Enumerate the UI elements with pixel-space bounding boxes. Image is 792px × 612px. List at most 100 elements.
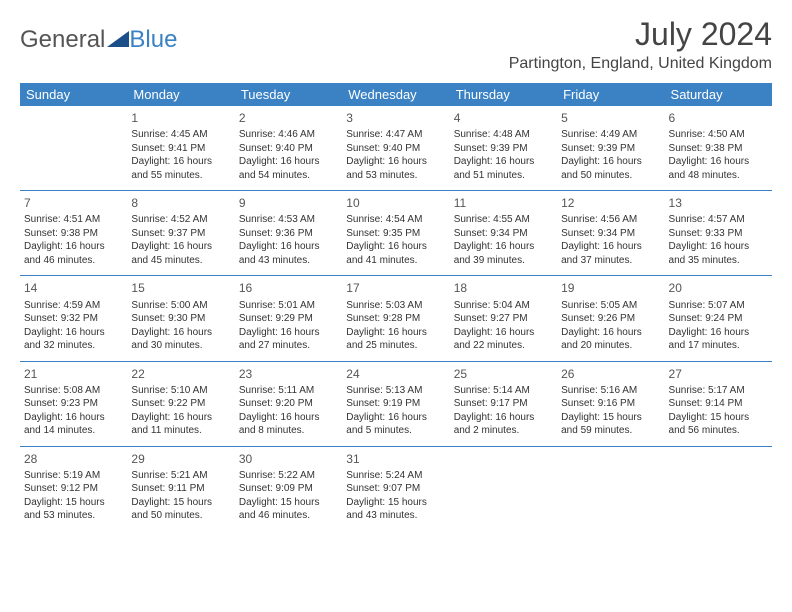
day-info-line: Sunset: 9:09 PM [239,482,338,496]
calendar-day-cell: 17Sunrise: 5:03 AMSunset: 9:28 PMDayligh… [342,276,449,361]
day-number: 10 [346,195,445,211]
calendar-day-cell: 1Sunrise: 4:45 AMSunset: 9:41 PMDaylight… [127,106,234,191]
calendar-day-cell: 19Sunrise: 5:05 AMSunset: 9:26 PMDayligh… [557,276,664,361]
day-info-line: Daylight: 16 hours [346,411,445,425]
day-info-line: and 51 minutes. [454,169,553,183]
calendar-table: Sunday Monday Tuesday Wednesday Thursday… [20,83,772,531]
day-number: 17 [346,280,445,296]
weekday-header: Friday [557,83,664,106]
day-info-line: Sunrise: 5:00 AM [131,299,230,313]
day-info-line: Sunset: 9:14 PM [669,397,768,411]
day-info-line: and 37 minutes. [561,254,660,268]
day-info-line: Sunset: 9:29 PM [239,312,338,326]
day-info-line: Daylight: 16 hours [454,155,553,169]
logo-triangle-icon [107,31,129,49]
day-number: 22 [131,366,230,382]
day-number: 2 [239,110,338,126]
day-info-line: Daylight: 16 hours [346,326,445,340]
day-number: 31 [346,451,445,467]
day-info-line: Sunset: 9:35 PM [346,227,445,241]
day-info-line: Sunset: 9:38 PM [24,227,123,241]
day-info-line: Sunrise: 4:45 AM [131,128,230,142]
day-info-line: and 45 minutes. [131,254,230,268]
day-number: 30 [239,451,338,467]
day-info-line: Sunrise: 4:47 AM [346,128,445,142]
day-info-line: Sunset: 9:32 PM [24,312,123,326]
day-info-line: Daylight: 16 hours [454,411,553,425]
day-info-line: Daylight: 16 hours [669,155,768,169]
calendar-day-cell: 14Sunrise: 4:59 AMSunset: 9:32 PMDayligh… [20,276,127,361]
weekday-header: Sunday [20,83,127,106]
calendar-day-cell: 12Sunrise: 4:56 AMSunset: 9:34 PMDayligh… [557,191,664,276]
day-info-line: Daylight: 16 hours [131,326,230,340]
day-number: 14 [24,280,123,296]
day-info-line: Daylight: 15 hours [131,496,230,510]
day-number: 23 [239,366,338,382]
calendar-day-cell: 31Sunrise: 5:24 AMSunset: 9:07 PMDayligh… [342,447,449,531]
day-info-line: Sunrise: 5:17 AM [669,384,768,398]
day-info-line: and 5 minutes. [346,424,445,438]
calendar-day-cell: 16Sunrise: 5:01 AMSunset: 9:29 PMDayligh… [235,276,342,361]
day-info-line: Sunrise: 5:21 AM [131,469,230,483]
day-info-line: and 35 minutes. [669,254,768,268]
day-number: 1 [131,110,230,126]
day-info-line: Sunrise: 5:24 AM [346,469,445,483]
calendar-day-cell: 5Sunrise: 4:49 AMSunset: 9:39 PMDaylight… [557,106,664,191]
day-info-line: Sunrise: 4:53 AM [239,213,338,227]
day-info-line: Daylight: 16 hours [24,411,123,425]
day-info-line: and 32 minutes. [24,339,123,353]
day-info-line: Sunrise: 5:11 AM [239,384,338,398]
calendar-day-cell: 22Sunrise: 5:10 AMSunset: 9:22 PMDayligh… [127,362,234,447]
day-info-line: Sunrise: 5:10 AM [131,384,230,398]
calendar-week-row: 21Sunrise: 5:08 AMSunset: 9:23 PMDayligh… [20,362,772,447]
day-info-line: Daylight: 15 hours [346,496,445,510]
day-info-line: and 53 minutes. [24,509,123,523]
day-info-line: Sunrise: 5:16 AM [561,384,660,398]
day-info-line: Sunset: 9:40 PM [346,142,445,156]
day-info-line: Sunrise: 4:56 AM [561,213,660,227]
day-number: 19 [561,280,660,296]
day-info-line: Daylight: 15 hours [669,411,768,425]
calendar-day-cell: 29Sunrise: 5:21 AMSunset: 9:11 PMDayligh… [127,447,234,531]
calendar-day-cell: 28Sunrise: 5:19 AMSunset: 9:12 PMDayligh… [20,447,127,531]
day-info-line: Daylight: 16 hours [131,240,230,254]
day-info-line: and 14 minutes. [24,424,123,438]
day-number: 27 [669,366,768,382]
day-info-line: Daylight: 16 hours [346,155,445,169]
day-info-line: Sunrise: 5:03 AM [346,299,445,313]
day-number: 20 [669,280,768,296]
calendar-day-cell: 11Sunrise: 4:55 AMSunset: 9:34 PMDayligh… [450,191,557,276]
header: General Blue July 2024 Partington, Engla… [20,16,772,73]
day-info-line: Sunrise: 5:01 AM [239,299,338,313]
day-info-line: Sunrise: 5:19 AM [24,469,123,483]
day-info-line: Sunset: 9:12 PM [24,482,123,496]
day-info-line: Sunset: 9:24 PM [669,312,768,326]
day-info-line: and 48 minutes. [669,169,768,183]
day-info-line: Sunset: 9:38 PM [669,142,768,156]
calendar-day-cell [557,447,664,531]
day-info-line: Daylight: 16 hours [669,240,768,254]
day-number: 9 [239,195,338,211]
day-number: 12 [561,195,660,211]
day-info-line: Sunrise: 5:13 AM [346,384,445,398]
calendar-week-row: 14Sunrise: 4:59 AMSunset: 9:32 PMDayligh… [20,276,772,361]
calendar-day-cell: 13Sunrise: 4:57 AMSunset: 9:33 PMDayligh… [665,191,772,276]
day-number: 4 [454,110,553,126]
day-info-line: Sunrise: 4:46 AM [239,128,338,142]
day-info-line: Sunset: 9:30 PM [131,312,230,326]
day-info-line: Daylight: 16 hours [669,326,768,340]
calendar-day-cell: 26Sunrise: 5:16 AMSunset: 9:16 PMDayligh… [557,362,664,447]
day-info-line: Daylight: 16 hours [131,411,230,425]
day-info-line: Daylight: 16 hours [454,326,553,340]
day-info-line: Daylight: 16 hours [454,240,553,254]
weekday-header-row: Sunday Monday Tuesday Wednesday Thursday… [20,83,772,106]
day-number: 29 [131,451,230,467]
calendar-day-cell: 4Sunrise: 4:48 AMSunset: 9:39 PMDaylight… [450,106,557,191]
day-info-line: Sunset: 9:17 PM [454,397,553,411]
day-number: 18 [454,280,553,296]
day-info-line: Sunrise: 4:52 AM [131,213,230,227]
day-info-line: and 41 minutes. [346,254,445,268]
calendar-day-cell: 6Sunrise: 4:50 AMSunset: 9:38 PMDaylight… [665,106,772,191]
day-info-line: Sunset: 9:27 PM [454,312,553,326]
calendar-day-cell: 2Sunrise: 4:46 AMSunset: 9:40 PMDaylight… [235,106,342,191]
